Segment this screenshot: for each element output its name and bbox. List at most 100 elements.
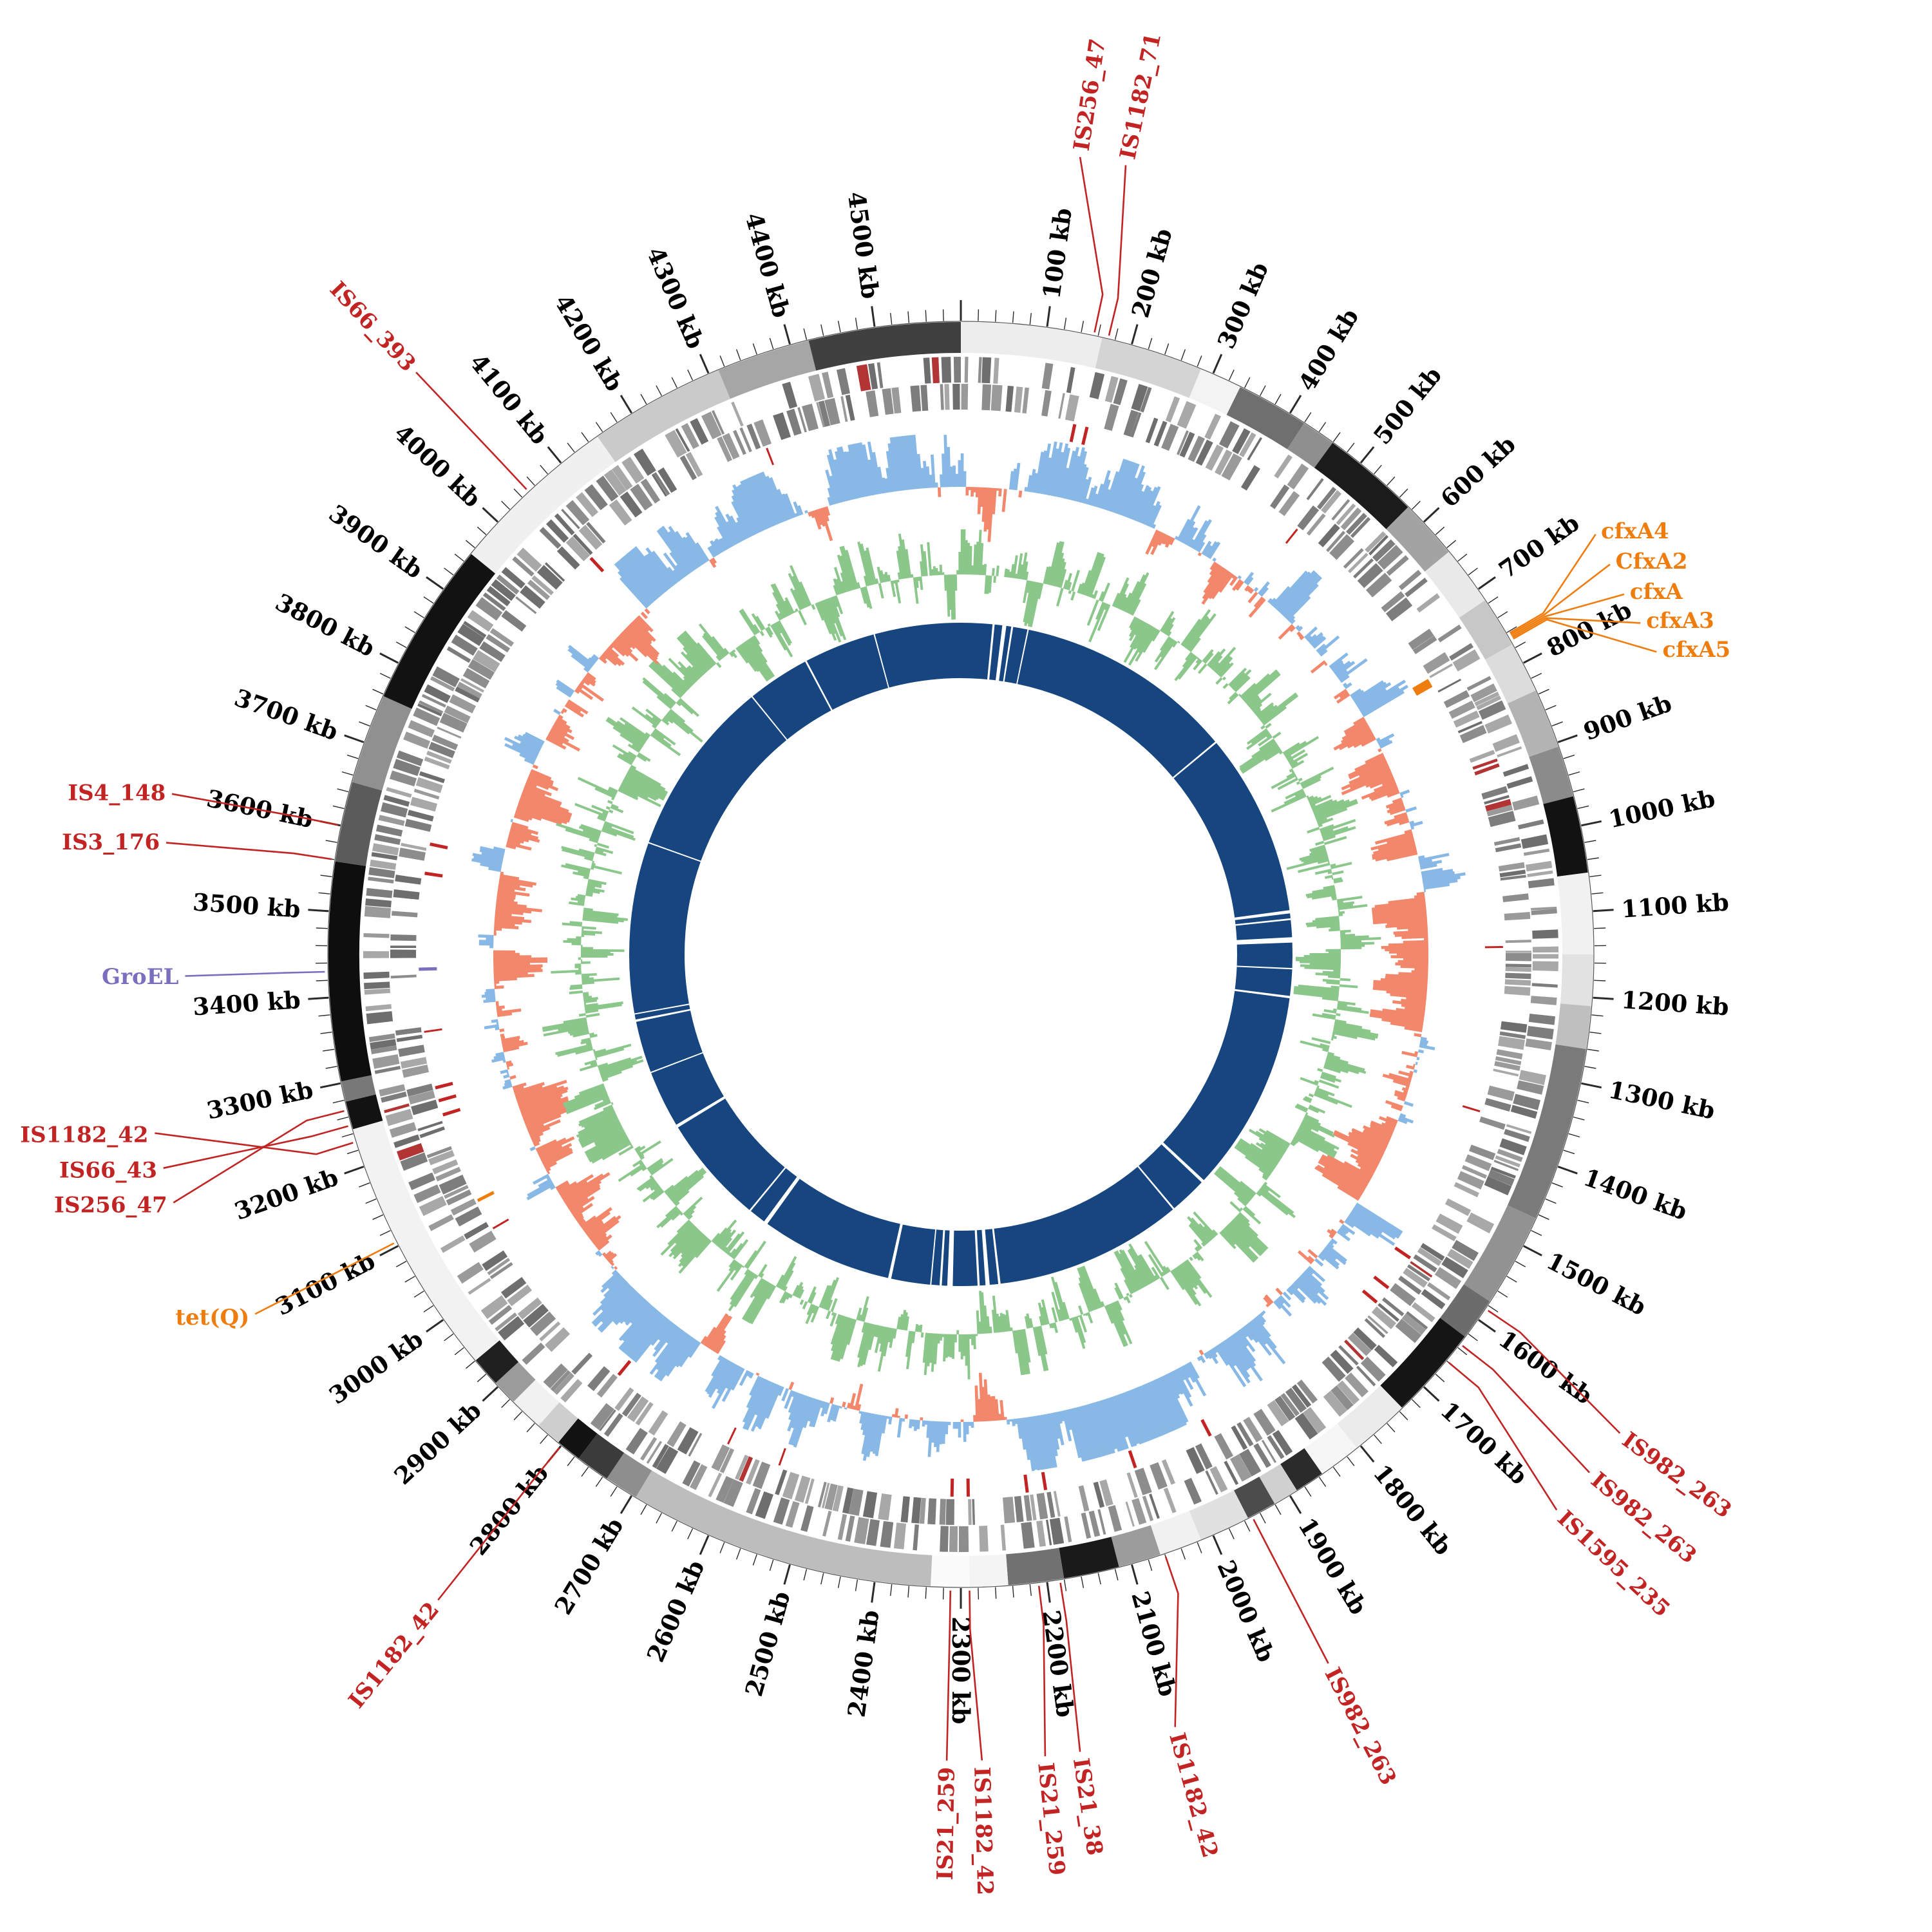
gene-block	[1368, 535, 1389, 556]
gene-block	[515, 596, 537, 614]
coverage-arc	[1235, 920, 1293, 940]
feature-labels: IS256_47 IS1182_71cfxA4CfxA2cfxAcfxA3cfxA…	[20, 31, 1736, 1896]
gene-block	[1131, 384, 1148, 412]
gene-block	[596, 1374, 618, 1398]
feature-tick	[477, 1191, 495, 1202]
gene-block	[620, 491, 643, 518]
gene-block	[501, 610, 527, 632]
axis-tick-label: 1600 kb	[1493, 1325, 1598, 1410]
axis-tick-label: 900 kb	[1580, 688, 1675, 746]
gene-block	[457, 623, 485, 647]
feature-tick	[1394, 1246, 1412, 1260]
gene-block	[1316, 486, 1337, 510]
gene-block	[1306, 513, 1326, 536]
gene-block	[1420, 1243, 1445, 1261]
gene-block	[400, 1152, 428, 1171]
gene-block	[407, 810, 434, 822]
coverage-arc	[651, 1052, 724, 1125]
gene-block	[399, 848, 426, 861]
gene-block	[1498, 1036, 1525, 1050]
gene-block	[375, 824, 403, 837]
gene-block	[990, 384, 1003, 412]
axis-tick-label: 2500 kb	[739, 1588, 796, 1700]
axis-tick-label: 1300 kb	[1606, 1075, 1718, 1125]
contig-segment	[1314, 442, 1408, 529]
gene-block	[516, 547, 542, 572]
contig-segment	[1507, 1044, 1586, 1218]
contig-ring	[327, 321, 1595, 1588]
gene-block	[381, 1092, 407, 1103]
axis-tick-label: 3700 kb	[231, 683, 341, 746]
gene-block	[1126, 1472, 1138, 1498]
gene-block	[913, 1524, 919, 1551]
gene-block	[1459, 724, 1487, 743]
axis-tick-label: 400 kb	[1293, 303, 1364, 396]
axis-tick-label: 600 kb	[1435, 430, 1521, 513]
gene-block	[1484, 714, 1512, 734]
gene-block	[1104, 404, 1119, 431]
gene-block	[596, 475, 619, 502]
gene-block	[621, 1392, 641, 1417]
contig-segment	[718, 340, 817, 399]
gene-block	[426, 750, 452, 764]
gene-block	[365, 1004, 392, 1012]
feature-label: IS21_259	[933, 1766, 960, 1880]
gene-block	[1427, 1282, 1451, 1301]
gene-block	[1492, 734, 1520, 752]
gene-block	[1526, 1025, 1554, 1039]
gene-block	[837, 1513, 848, 1540]
contig-segment	[1259, 1464, 1297, 1504]
gene-block	[981, 357, 992, 384]
gene-block	[401, 842, 427, 851]
gene-block	[1437, 678, 1462, 693]
gene-block	[753, 419, 772, 447]
gene-block	[389, 1122, 417, 1138]
feature-leader-line	[1164, 1556, 1179, 1727]
gene-block	[923, 357, 931, 384]
feature-marks	[419, 424, 1503, 1497]
gene-block	[590, 1403, 614, 1430]
axis-tick-label: 2900 kb	[388, 1396, 486, 1490]
gene-block	[818, 400, 831, 427]
gene-block	[1398, 569, 1422, 591]
gene-block	[681, 422, 699, 450]
gene-block	[1528, 1013, 1555, 1025]
gene-block	[397, 1143, 424, 1160]
gene-block	[723, 1479, 743, 1508]
gene-block	[393, 759, 421, 777]
feature-label: cfxA	[1630, 579, 1683, 605]
gene-block	[1104, 375, 1119, 403]
contig-segment	[1233, 1476, 1275, 1518]
gene-block	[444, 705, 471, 723]
gene-block	[1423, 652, 1450, 674]
gene-block	[1453, 710, 1480, 728]
gene-block	[627, 1396, 649, 1423]
gene-block	[379, 1084, 406, 1097]
gene-block	[927, 1498, 937, 1525]
gene-block	[403, 732, 431, 749]
gene-block	[1336, 503, 1356, 526]
coverage-arc	[752, 661, 832, 740]
gene-block	[1261, 1439, 1277, 1463]
gene-block	[408, 1090, 435, 1104]
gene-block	[556, 546, 580, 570]
gene-block	[653, 472, 670, 496]
gene-block	[832, 1485, 844, 1512]
gene-block	[406, 1083, 433, 1097]
gene-block	[439, 1175, 467, 1195]
gene-block	[797, 407, 807, 433]
gene-block	[1448, 700, 1475, 719]
gene-block	[475, 597, 503, 621]
gene-block	[479, 641, 506, 662]
gene-block	[565, 536, 591, 562]
gene-block	[773, 412, 791, 440]
gene-block	[862, 1491, 878, 1519]
gene-block	[1253, 1408, 1276, 1436]
feature-tick	[727, 1427, 737, 1445]
gene-block	[1403, 1267, 1428, 1288]
coverage-arc	[1004, 627, 1028, 684]
feature-leader-line	[1059, 1582, 1081, 1752]
feature-label: IS1182_42	[969, 1766, 998, 1895]
gene-block	[468, 659, 495, 680]
gene-block	[578, 524, 603, 550]
